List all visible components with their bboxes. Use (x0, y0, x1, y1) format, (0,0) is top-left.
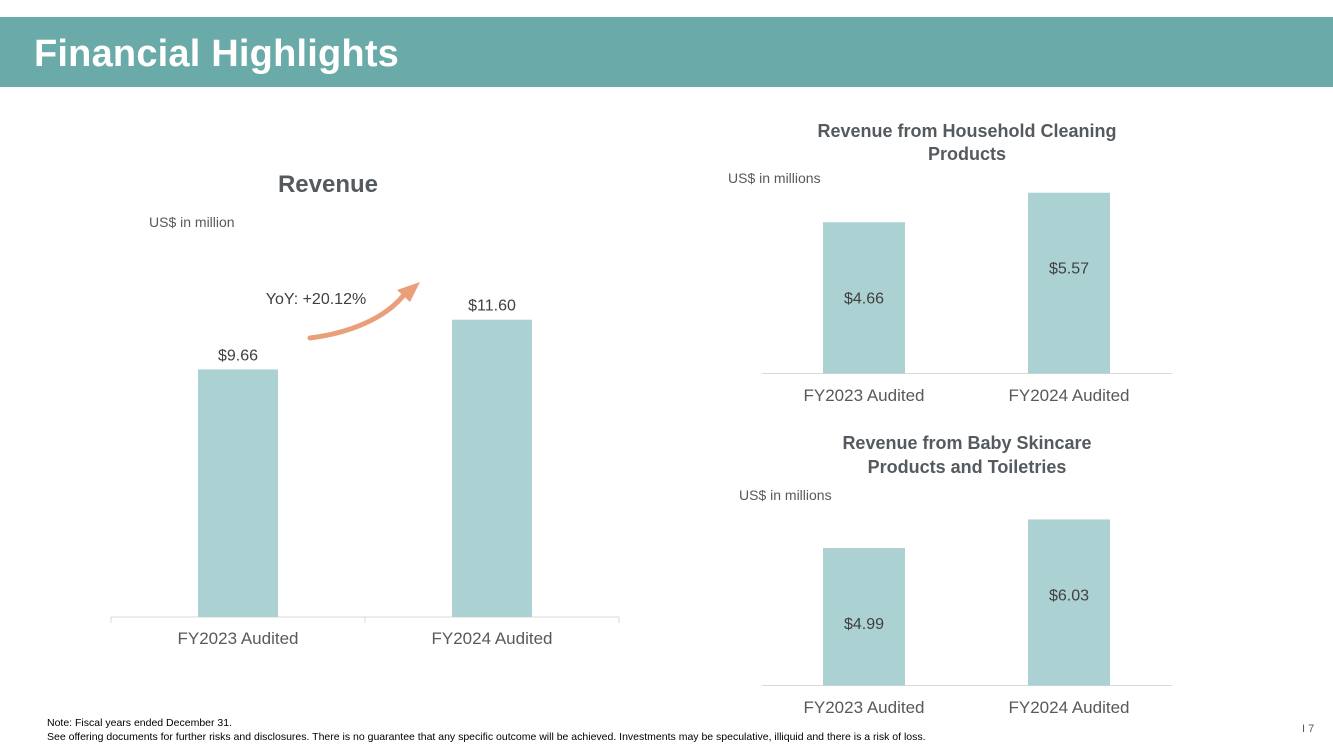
growth-arrow-head-icon (397, 282, 420, 302)
baby-x-tick-fy2023: FY2023 Audited (804, 698, 925, 717)
revenue-bar-fy2023 (198, 369, 278, 617)
footnote: Note: Fiscal years ended December 31. Se… (47, 716, 926, 744)
baby-data-label-fy2024: $6.03 (1049, 587, 1089, 604)
household-x-tick-fy2023: FY2023 Audited (804, 386, 925, 405)
household-data-label-fy2024: $5.57 (1049, 261, 1089, 278)
header-bar: Financial Highlights (0, 17, 1333, 87)
growth-arrow-shaft (307, 293, 406, 341)
household-bar-fy2023 (823, 222, 905, 374)
revenue-x-tick-fy2023: FY2023 Audited (178, 629, 299, 648)
baby-chart-unit: US$ in millions (739, 487, 832, 503)
baby-chart-title-line1: Revenue from Baby Skincare (842, 433, 1091, 453)
footnote-disclaimer: See offering documents for further risks… (47, 731, 926, 743)
baby-bar-fy2024 (1028, 519, 1110, 686)
page-title: Financial Highlights (34, 33, 400, 75)
baby-bar-fy2023 (823, 548, 905, 686)
household-bar-fy2024 (1028, 192, 1110, 374)
yoy-growth-annotation: YoY: +20.12% (266, 291, 366, 308)
household-chart-title-line2: Products (928, 144, 1006, 164)
revenue-bar-fy2024 (452, 319, 532, 617)
baby-data-label-fy2023: $4.99 (844, 616, 884, 633)
revenue-data-label-fy2024: $11.60 (468, 298, 516, 315)
baby-x-tick-fy2024: FY2024 Audited (1009, 698, 1130, 717)
revenue-chart-title: Revenue (278, 171, 378, 198)
revenue-chart: Revenue US$ in million $9.66 $11.60 FY20… (110, 171, 620, 648)
baby-skincare-chart: Revenue from Baby Skincare Products and … (739, 433, 1172, 717)
household-cleaning-chart: Revenue from Household Cleaning Products… (728, 121, 1172, 405)
footnote-note: Note: Fiscal years ended December 31. (47, 717, 233, 729)
revenue-x-tick-fy2024: FY2024 Audited (432, 629, 553, 648)
household-chart-title-line1: Revenue from Household Cleaning (817, 121, 1116, 141)
revenue-chart-unit: US$ in million (149, 214, 235, 230)
household-chart-unit: US$ in millions (728, 170, 821, 186)
household-data-label-fy2023: $4.66 (844, 290, 884, 307)
revenue-data-label-fy2023: $9.66 (218, 347, 258, 364)
page-number: I 7 (1302, 723, 1315, 735)
baby-chart-title-line2: Products and Toiletries (868, 457, 1067, 477)
household-x-tick-fy2024: FY2024 Audited (1009, 386, 1130, 405)
